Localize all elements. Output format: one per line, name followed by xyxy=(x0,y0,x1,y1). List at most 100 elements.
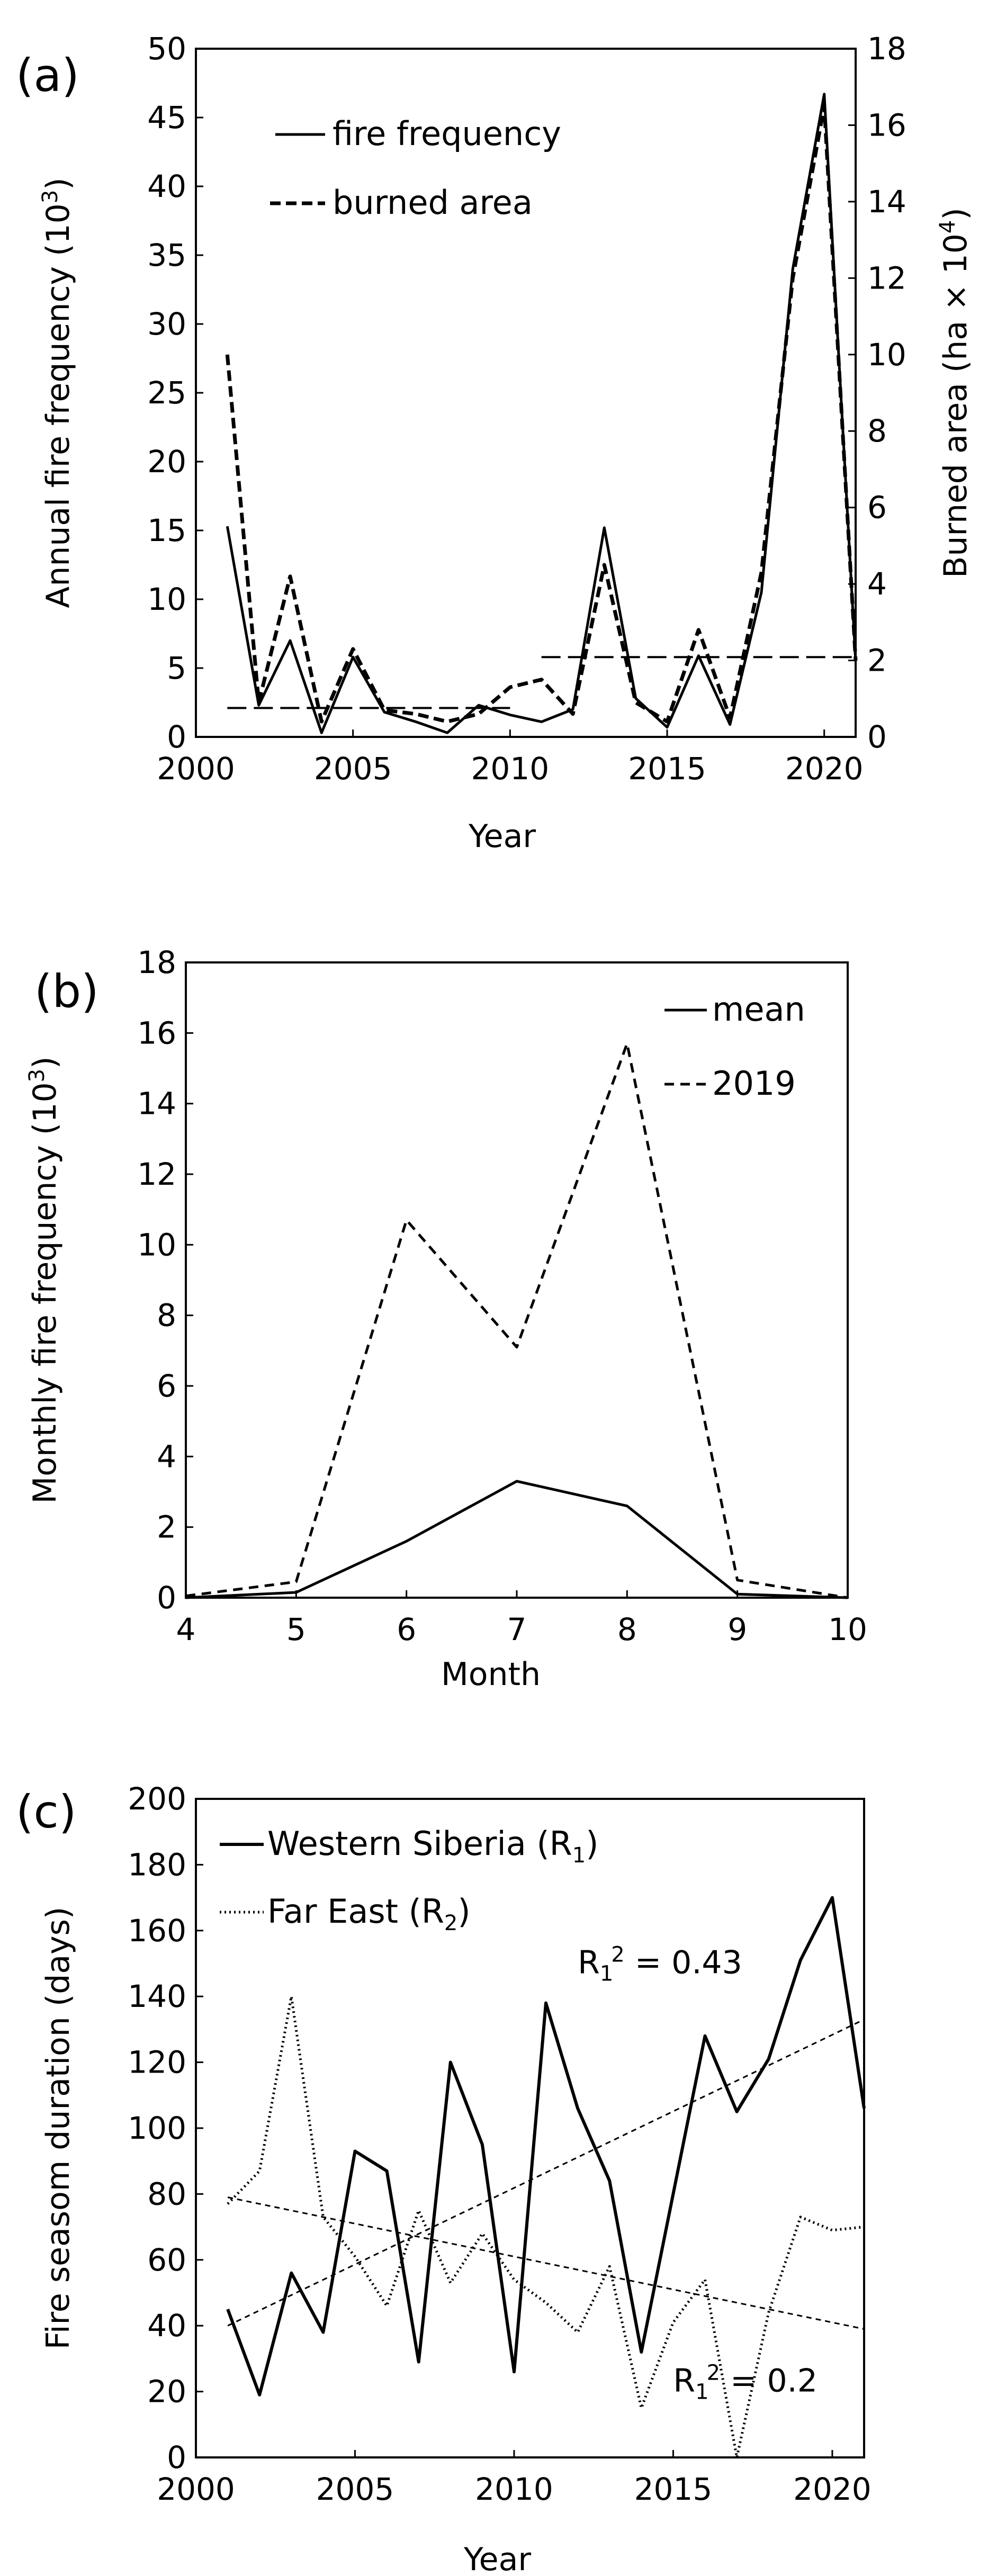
panel-b-plot-area xyxy=(185,1042,848,1599)
panel-b-y-axis: 0 2 4 6 8 10 12 14 16 18 xyxy=(137,944,193,1616)
panel-c-x-label: Year xyxy=(463,2541,531,2576)
c-series-0 xyxy=(226,1896,866,2397)
c-r2-annotation-value: = 0.43 xyxy=(625,1944,742,1981)
c-trendline-0 xyxy=(227,2019,865,2327)
a-x-tick-label: 2020 xyxy=(785,751,864,787)
b-x-tick-label: 6 xyxy=(397,1611,416,1647)
panel-c-y-axis: 0 20 40 60 80 100 120 140 160 180 200 xyxy=(128,1781,203,2475)
a-y-tick-label: 50 xyxy=(147,31,186,67)
panel-b-legend: mean 2019 xyxy=(664,990,805,1103)
panel-c-legend-far-east-end: ) xyxy=(457,1892,470,1931)
a-series-fire-frequency xyxy=(226,93,857,734)
c-y-tick-label: 160 xyxy=(128,1913,186,1949)
panel-c-legend-far-east-text: Far East (R xyxy=(267,1892,444,1931)
b-y-tick-label: 18 xyxy=(137,944,176,980)
panel-c-legend-western-siberia-end: ) xyxy=(586,1824,598,1863)
panel-c-legend-far-east-sub: 2 xyxy=(444,1911,457,1935)
b-y-tick-label: 8 xyxy=(157,1298,176,1334)
c-r2-annotation-0: R12 = 0.43 xyxy=(578,1943,742,1986)
b-y-tick-label: 14 xyxy=(137,1086,176,1122)
panel-c-y-label: Fire seasom duration (days) xyxy=(40,1907,77,2350)
a-y-tick-label: 40 xyxy=(147,168,186,204)
c-x-tick-label: 2000 xyxy=(157,2471,235,2507)
panel-c-x-axis: 2000 2005 2010 2015 2020 xyxy=(157,2450,872,2507)
panel-a-y2-label-text: Burned area (ha × 10 xyxy=(937,233,974,578)
a-x-tick-label: 2015 xyxy=(628,751,706,787)
panel-b-y-label: Monthly fire frequency (103) xyxy=(25,1056,64,1503)
panel-b-legend-mean: mean xyxy=(712,990,805,1029)
c-y-tick-label: 20 xyxy=(147,2374,186,2410)
panel-c-legend-far-east: Far East (R2) xyxy=(267,1892,471,1935)
a-y2-tick-label: 10 xyxy=(867,337,906,373)
panel-a-legend-burned-area: burned area xyxy=(333,183,533,222)
panel-a-left-axis: 0 5 10 15 20 25 30 35 40 45 50 xyxy=(147,31,203,755)
b-series-mean xyxy=(185,1480,848,1599)
c-r2-annotation-text: R xyxy=(673,2363,695,2400)
b-y-tick-label: 6 xyxy=(157,1368,176,1404)
b-series-2019 xyxy=(185,1042,848,1599)
b-y-tick-label: 4 xyxy=(157,1438,176,1474)
panel-a-y-label-sup: 3 xyxy=(38,190,62,203)
a-y-tick-label: 10 xyxy=(147,581,186,617)
panel-c: (c) 0 20 40 60 80 100 120 140 160 180 200 2000 2005… xyxy=(16,1781,872,2576)
b-y-tick-label: 0 xyxy=(157,1580,176,1616)
c-y-tick-label: 40 xyxy=(147,2308,186,2344)
c-series-1 xyxy=(227,1995,865,2459)
c-x-tick-label: 2010 xyxy=(475,2471,553,2507)
c-y-tick-label: 120 xyxy=(128,2044,186,2080)
panel-b-x-label: Month xyxy=(441,1656,541,1693)
panel-c-legend-western-siberia: Western Siberia (R1) xyxy=(267,1824,598,1868)
a-x-tick-label: 2005 xyxy=(314,751,392,787)
panel-b-x-axis: 4 5 6 7 8 9 10 xyxy=(176,1590,867,1647)
a-y-tick-label: 25 xyxy=(147,375,186,411)
a-y-tick-label: 5 xyxy=(167,650,186,686)
a-y-tick-label: 35 xyxy=(147,237,186,273)
c-r2-annotation-text: R xyxy=(578,1944,600,1981)
a-y2-tick-label: 8 xyxy=(867,413,887,449)
panel-b-y-label-sup: 3 xyxy=(25,1069,49,1082)
a-x-tick-label: 2010 xyxy=(471,751,550,787)
a-y2-tick-label: 0 xyxy=(867,719,887,755)
panel-b-frame xyxy=(185,961,849,1599)
c-r2-annotation-sup: 2 xyxy=(611,1943,624,1967)
b-y-tick-label: 10 xyxy=(137,1227,176,1263)
b-y-tick-label: 12 xyxy=(137,1156,176,1192)
panel-a-y2-label: Burned area (ha × 104) xyxy=(936,208,974,578)
a-series-burned-area xyxy=(225,104,858,724)
panel-b-legend-2019: 2019 xyxy=(712,1064,796,1103)
a-y-tick-label: 0 xyxy=(167,719,186,755)
b-x-tick-label: 7 xyxy=(507,1611,527,1647)
panel-a-legend: fire frequency burned area xyxy=(270,114,561,222)
c-x-tick-label: 2015 xyxy=(634,2471,713,2507)
panel-a-y2-label-end: ) xyxy=(937,208,974,220)
c-y-tick-label: 60 xyxy=(147,2242,186,2278)
a-y2-tick-label: 18 xyxy=(867,31,906,67)
c-x-tick-label: 2005 xyxy=(316,2471,394,2507)
c-x-tick-label: 2020 xyxy=(793,2471,872,2507)
panel-a-legend-fire-frequency: fire frequency xyxy=(333,114,561,153)
panel-a-y-label-text: Annual fire frequency (10 xyxy=(40,203,77,608)
a-x-tick-label: 2000 xyxy=(157,751,235,787)
panel-a-right-axis: 0 2 4 6 8 10 12 14 16 18 xyxy=(848,31,906,755)
a-y2-tick-label: 16 xyxy=(867,107,906,143)
panel-a-y2-label-sup: 4 xyxy=(936,220,960,233)
a-y-tick-label: 20 xyxy=(147,444,186,480)
a-y-tick-label: 45 xyxy=(147,100,186,136)
panel-b-label: (b) xyxy=(34,965,99,1018)
b-x-tick-label: 4 xyxy=(176,1611,196,1647)
c-y-tick-label: 180 xyxy=(128,1847,186,1883)
panel-b: (b) 0 2 4 6 8 10 12 14 16 18 4 5 6 7 8 9 10 Month Month… xyxy=(25,944,867,1693)
c-r2-annotation-value: = 0.2 xyxy=(720,2363,818,2400)
c-trendline-1 xyxy=(227,2196,865,2330)
a-y-tick-label: 15 xyxy=(147,512,186,548)
panel-a-x-label: Year xyxy=(468,818,536,855)
b-x-tick-label: 5 xyxy=(286,1611,306,1647)
c-y-tick-label: 140 xyxy=(128,1978,186,2014)
panel-a-y-label: Annual fire frequency (103) xyxy=(38,177,77,608)
panel-b-y-label-end: ) xyxy=(26,1056,64,1068)
a-y-tick-label: 30 xyxy=(147,306,186,342)
panel-a-plot-area xyxy=(225,93,858,734)
c-r2-annotation-sup: 2 xyxy=(707,2361,720,2385)
